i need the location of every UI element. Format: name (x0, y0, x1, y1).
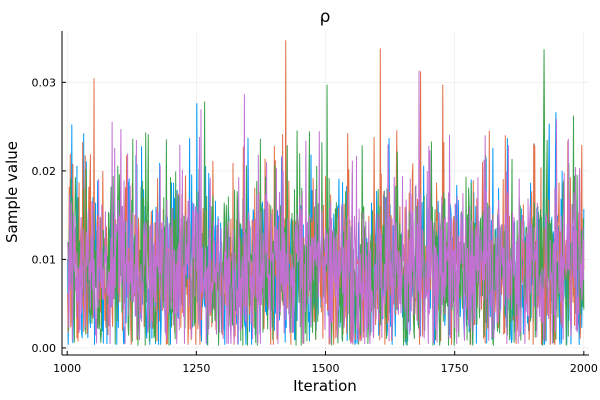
x-tick-label: 1250 (182, 362, 210, 375)
y-tick-label: 0.02 (32, 165, 57, 178)
x-axis-ticks: 1000 1250 1500 1750 2000 (53, 351, 598, 375)
plot-title: ρ (320, 7, 331, 27)
y-tick-label: 0.03 (32, 76, 57, 89)
x-tick-label: 1750 (441, 362, 469, 375)
y-axis-title: Sample value (3, 141, 21, 243)
x-tick-label: 1500 (312, 362, 340, 375)
x-tick-label: 2000 (570, 362, 598, 375)
y-tick-label: 0.01 (32, 253, 57, 266)
series-line-4 (67, 70, 585, 344)
y-tick-label: 0.00 (32, 342, 57, 355)
x-tick-label: 1000 (53, 362, 81, 375)
x-axis-title: Iteration (293, 377, 357, 395)
series-group (67, 40, 585, 346)
y-axis-ticks: 0.00 0.01 0.02 0.03 (32, 76, 66, 355)
